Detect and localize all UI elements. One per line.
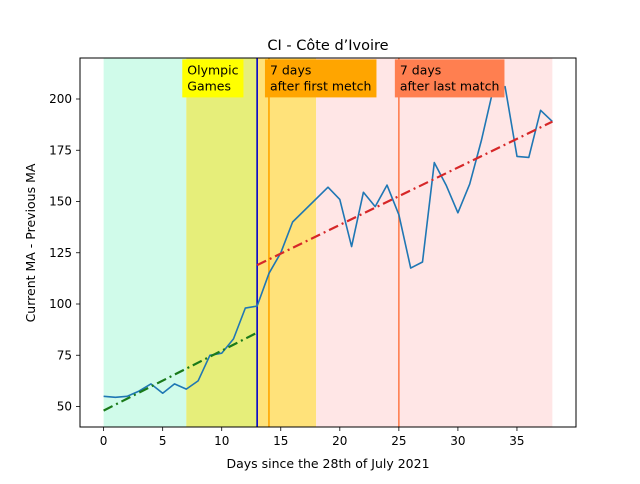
x-tick-label: 35	[509, 434, 524, 448]
trend-line-2	[256, 120, 553, 267]
period-band-2	[257, 58, 317, 427]
y-tick-label: 50	[57, 400, 72, 414]
annotation-box	[264, 59, 377, 98]
period-band-1	[186, 58, 258, 427]
trend-line-1	[103, 331, 258, 412]
period-bands	[103, 58, 553, 427]
y-tick-label: 125	[49, 246, 72, 260]
y-tick-label: 100	[49, 297, 72, 311]
y-axis-label: Current MA - Previous MA	[23, 163, 38, 322]
y-tick-label: 75	[57, 348, 72, 362]
x-tick-label: 0	[100, 434, 108, 448]
event-lines	[256, 58, 400, 427]
x-axis-label: Days since the 28th of July 2021	[226, 456, 429, 471]
x-axis-ticks: 0 5 10 15 20 25 30 35	[100, 427, 525, 448]
chart-title: CI - Côte d’Ivoire	[267, 38, 388, 54]
y-axis-ticks: 50 75 100 125 150 175 200	[49, 92, 80, 414]
x-tick-label: 15	[273, 434, 288, 448]
x-tick-label: 25	[391, 434, 406, 448]
y-tick-label: 200	[49, 92, 72, 106]
y-tick-label: 175	[49, 143, 72, 157]
x-tick-label: 20	[332, 434, 347, 448]
annotation-text: Games	[187, 78, 231, 93]
series-lines	[103, 85, 553, 412]
x-tick-label: 5	[159, 434, 167, 448]
annotation-box	[182, 59, 244, 98]
annotation-text: 7 days	[270, 62, 311, 77]
plot-frame	[79, 57, 577, 428]
period-band-3	[316, 58, 553, 427]
period-band-0	[103, 58, 187, 427]
x-tick-label: 30	[450, 434, 465, 448]
x-tick-label: 10	[214, 434, 229, 448]
annotation-text: after last match	[400, 78, 500, 93]
annotation-text: Olympic	[187, 62, 238, 77]
annotation-text: 7 days	[400, 62, 441, 77]
data-series-line	[103, 85, 553, 399]
annotation-box	[394, 59, 505, 98]
y-tick-label: 150	[49, 195, 72, 209]
annotation-text: after first metch	[270, 78, 372, 93]
